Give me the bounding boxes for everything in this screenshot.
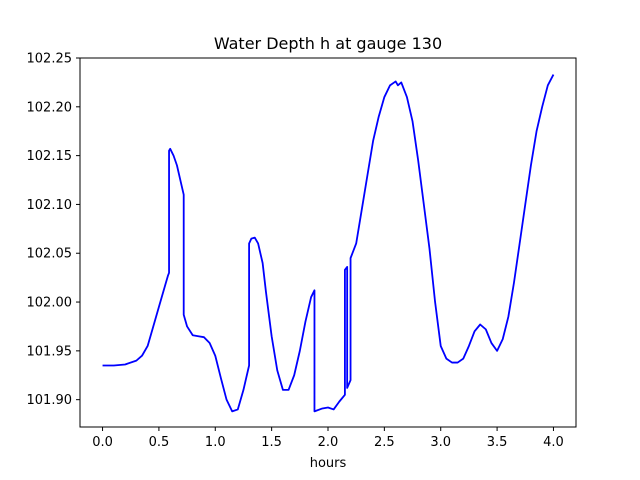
x-tick-label: 3.5 [487, 435, 508, 450]
y-tick-label: 101.90 [27, 393, 73, 408]
x-tick-label: 2.0 [318, 435, 339, 450]
x-tick-label: 2.5 [374, 435, 395, 450]
y-tick-label: 101.95 [27, 344, 73, 359]
y-tick-label: 102.20 [27, 100, 73, 115]
y-tick-label: 102.10 [27, 198, 73, 213]
x-tick-label: 1.0 [205, 435, 226, 450]
series-layer [102, 74, 555, 413]
plot-area [79, 57, 577, 428]
x-tick-label: 3.0 [430, 435, 451, 450]
x-tick-label: 0.0 [92, 435, 113, 450]
y-axis: 101.90 101.95 102.00 102.05 102.10 102.15 102.… [27, 52, 80, 408]
x-axis: 0.0 0.5 1.0 1.5 2.0 2.5 3.0 3.5 4.0 [92, 427, 564, 450]
plot-background [80, 58, 576, 427]
y-tick-label: 102.05 [27, 247, 73, 262]
x-axis-label: hours [310, 456, 347, 471]
y-tick-label: 102.15 [27, 149, 73, 164]
y-tick-label: 102.25 [27, 52, 73, 67]
series-line [102, 74, 555, 413]
x-tick-label: 0.5 [149, 435, 170, 450]
y-tick-label: 102.00 [27, 296, 73, 311]
x-tick-label: 4.0 [543, 435, 564, 450]
chart-title: Water Depth h at gauge 130 [214, 34, 442, 53]
x-tick-label: 1.5 [261, 435, 282, 450]
